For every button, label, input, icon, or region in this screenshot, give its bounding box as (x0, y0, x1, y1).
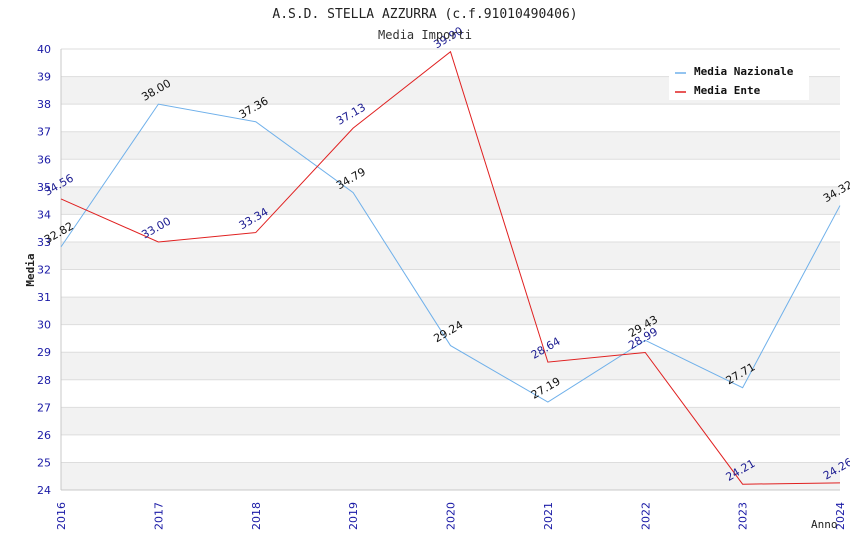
x-tick-label: 2019 (347, 502, 360, 530)
x-axis-label: Anno (811, 518, 838, 531)
legend-box (669, 60, 809, 100)
plot-band (61, 297, 840, 325)
plot-band (61, 269, 840, 298)
y-tick-label: 24 (37, 484, 51, 497)
plot-band (61, 462, 840, 490)
y-tick-label: 39 (37, 71, 51, 84)
x-tick-label: 2016 (55, 502, 68, 530)
y-tick-label: 28 (37, 374, 51, 387)
chart-title: A.S.D. STELLA AZZURRA (c.f.91010490406) (272, 7, 577, 22)
x-tick-label: 2021 (542, 502, 555, 530)
plot-band (61, 131, 840, 160)
x-tick-label: 2020 (445, 502, 458, 530)
x-tick-label: 2018 (250, 502, 263, 530)
plot-band (61, 186, 840, 215)
chart-subtitle: Media Importi (378, 28, 472, 42)
y-tick-label: 38 (37, 98, 51, 111)
y-tick-label: 36 (37, 153, 51, 166)
plot-band (61, 241, 840, 270)
x-tick-label: 2017 (152, 502, 165, 530)
plot-band (61, 159, 840, 187)
series-lines (60, 50, 841, 485)
y-tick-label: 27 (37, 401, 51, 414)
y-tick-label: 33 (37, 236, 51, 249)
series-line-media-nazionale (60, 103, 841, 403)
y-tick-label: 32 (37, 264, 51, 277)
y-tick-label: 29 (37, 346, 51, 359)
legend-label-media-ente: Media Ente (694, 84, 761, 97)
x-tick-label: 2023 (737, 502, 750, 530)
plot-band (61, 352, 840, 380)
x-tick-label: 2022 (639, 502, 652, 530)
plot-band (61, 407, 840, 435)
y-tick-labels: 24 25 26 27 28 29 30 31 32 33 34 35 36 37 38 39 40 (37, 43, 51, 497)
plot-band (61, 379, 840, 408)
y-tick-label: 40 (37, 43, 51, 56)
y-tick-label: 30 (37, 319, 51, 332)
y-tick-label: 35 (37, 181, 51, 194)
x-tick-label: 2024 (834, 502, 847, 530)
legend-label-media-nazionale: Media Nazionale (694, 65, 794, 78)
plot-band (61, 324, 840, 353)
y-tick-label: 26 (37, 429, 51, 442)
plot-band (61, 104, 840, 132)
legend: Media Nazionale Media Ente (669, 60, 809, 100)
y-axis-label: Media (24, 253, 37, 286)
y-tick-label: 34 (37, 208, 51, 221)
y-tick-label: 25 (37, 456, 51, 469)
y-tick-label: 31 (37, 291, 51, 304)
x-tick-labels: 2016 2017 2018 2019 2020 2021 2022 2023 2024 (55, 502, 847, 530)
y-tick-label: 37 (37, 126, 51, 139)
plot-band (61, 214, 840, 242)
gridlines (61, 48, 840, 491)
series-line-media-ente (60, 50, 841, 485)
